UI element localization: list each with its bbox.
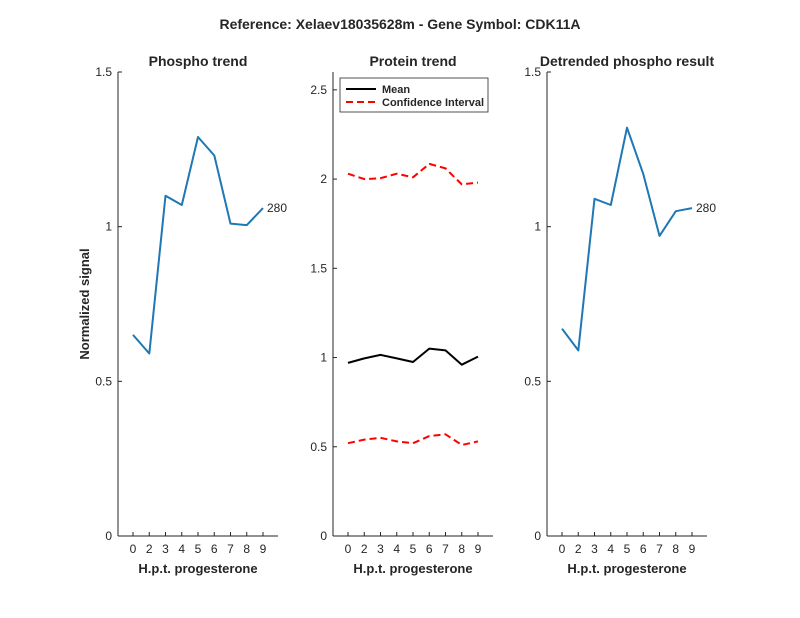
protein-trend-legend: Mean Confidence Interval [339,77,489,113]
protein-trend-plot-area [347,162,479,446]
detrended-phospho-plot-area: 280 [561,126,716,352]
protein-trend-y-tick-label: 2.5 [310,83,327,97]
phospho-trend-x-tick-label: 9 [260,542,267,556]
phospho-trend-panel: Phospho trend H.p.t. progesterone Normal… [77,53,287,576]
protein-trend-x-tick-label: 0 [345,542,352,556]
protein-trend-x-tick-label: 5 [410,542,417,556]
detrended-phospho-axes: 00.511.50 2 3 4 5 6 7 8 9 [524,65,707,556]
phospho-trend-series-line-0 [132,136,264,355]
protein-trend-series-line-2 [347,433,479,446]
protein-trend-y-tick-label: 1 [320,351,327,365]
protein-trend-y-tick-label: 0 [320,529,327,543]
protein-trend-x-tick-label: 8 [458,542,465,556]
protein-trend-y-tick-label: 1.5 [310,261,327,275]
protein-trend-y-tick-label: 0.5 [310,440,327,454]
phospho-trend-x-tick-label: 5 [195,542,202,556]
phospho-trend-plot-area: 280 [132,136,287,355]
phospho-trend-y-tick-label: 0.5 [95,374,112,388]
phospho-trend-x-tick-label: 6 [211,542,218,556]
phospho-trend-ylabel: Normalized signal [77,248,92,359]
legend-mean-label: Mean [382,84,410,96]
protein-trend-panel: Protein trend H.p.t. progesterone 0 0.5 1 1… [310,53,493,576]
detrended-phospho-y-tick-label: 0.5 [524,374,541,388]
detrended-phospho-x-tick-label: 8 [672,542,679,556]
detrended-phospho-xlabel: H.p.t. progesterone [567,561,686,576]
figure-title: Reference: Xelaev18035628m - Gene Symbol… [219,16,580,32]
detrended-phospho-series-line-0 [561,126,693,352]
protein-trend-axes: 00.511.522.50 2 3 4 5 6 7 8 9 [310,72,493,556]
detrended-phospho-x-tick-label: 6 [640,542,647,556]
protein-trend-series-line-1 [347,162,479,186]
phospho-trend-x-tick-label: 3 [162,542,169,556]
detrended-phospho-x-tick-label: 2 [575,542,582,556]
protein-trend-x-tick-label: 9 [475,542,482,556]
detrended-phospho-y-tick-label: 1 [534,220,541,234]
phospho-trend-xlabel: H.p.t. progesterone [138,561,257,576]
protein-trend-x-tick-label: 2 [361,542,368,556]
protein-trend-y-tick-label: 2 [320,172,327,186]
detrended-phospho-x-tick-label: 5 [624,542,631,556]
phospho-trend-axes: 00.511.50 2 3 4 5 6 7 8 9 [95,65,278,556]
protein-trend-x-tick-label: 7 [442,542,449,556]
protein-trend-x-tick-label: 4 [393,542,400,556]
phospho-trend-end-label: 280 [267,201,287,215]
phospho-trend-x-tick-label: 0 [130,542,137,556]
phospho-trend-x-tick-label: 7 [227,542,234,556]
phospho-trend-y-tick-label: 0 [105,529,112,543]
detrended-phospho-x-tick-label: 0 [559,542,566,556]
phospho-trend-x-tick-label: 2 [146,542,153,556]
detrended-phospho-y-tick-label: 1.5 [524,65,541,79]
legend-box [339,77,489,113]
detrended-phospho-x-tick-label: 4 [607,542,614,556]
phospho-trend-x-tick-label: 8 [243,542,250,556]
detrended-phospho-panel: Detrended phospho result H.p.t. progeste… [524,53,716,576]
phospho-trend-y-tick-label: 1.5 [95,65,112,79]
phospho-trend-y-tick-label: 1 [105,220,112,234]
detrended-phospho-title: Detrended phospho result [540,53,715,69]
detrended-phospho-y-tick-label: 0 [534,529,541,543]
protein-trend-x-tick-label: 3 [377,542,384,556]
protein-trend-series-line-0 [347,347,479,366]
protein-trend-xlabel: H.p.t. progesterone [353,561,472,576]
detrended-phospho-x-tick-label: 9 [689,542,696,556]
detrended-phospho-end-label: 280 [696,201,716,215]
phospho-trend-title: Phospho trend [149,53,248,69]
phospho-trend-x-tick-label: 4 [178,542,185,556]
protein-trend-title: Protein trend [369,53,456,69]
detrended-phospho-x-tick-label: 3 [591,542,598,556]
protein-trend-x-tick-label: 6 [426,542,433,556]
detrended-phospho-x-tick-label: 7 [656,542,663,556]
legend-ci-label: Confidence Interval [382,97,484,109]
